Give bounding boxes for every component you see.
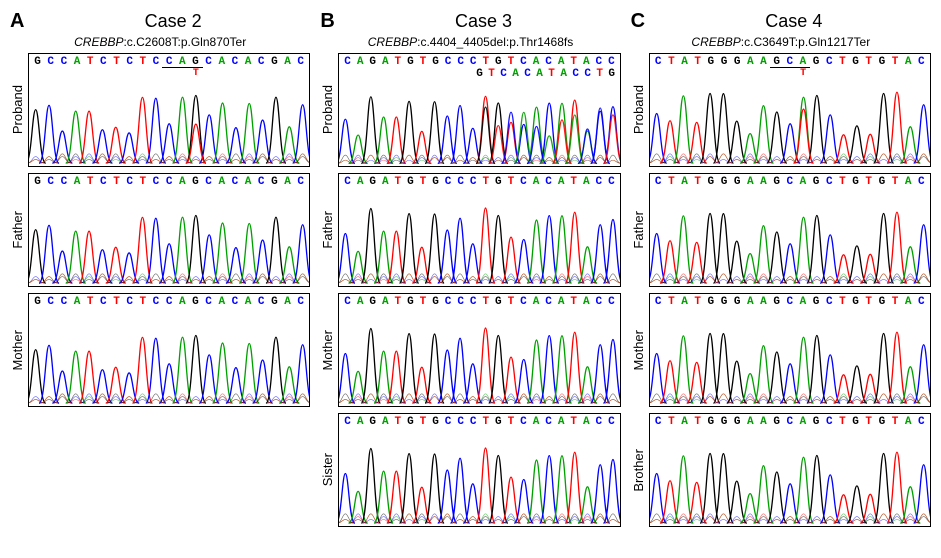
row-label: Father (320, 211, 338, 249)
chromatogram (339, 82, 619, 166)
trace-row-proband: ProbandCAGATGTGCCCTGTCACATACC GTCACATACC… (320, 53, 620, 167)
trace-row-proband: ProbandCTATGGGAAGCAGCTGTGTACT (631, 53, 931, 167)
sequence-line: GTCACATACCTG (339, 68, 619, 80)
trace-row-father: Father CTATGGGAAGCAGCTGTGTAC (631, 173, 931, 287)
sequence-line: CAGATGTGCCCTGTCACATACC (339, 56, 619, 68)
chromatogram (29, 312, 309, 406)
trace-row-father: Father GCCATCTCTCCAGCACACGAC (10, 173, 310, 287)
sequence-line: CAGATGTGCCCTGTCACATACC (339, 176, 619, 188)
sequence-line: CAGATGTGCCCTGTCACATACC (339, 416, 619, 428)
panel-letter: C (631, 10, 657, 33)
chromatogram-box: CAGATGTGCCCTGTCACATACC (338, 173, 620, 287)
panel-B: BCase 3 CREBBP:c.4404_4405del:p.Thr1468fs… (320, 10, 620, 533)
chromatogram-box: GCCATCTCTCCAGCACACGAC (28, 293, 310, 407)
chromatogram (650, 72, 930, 166)
row-label: Proband (631, 85, 649, 134)
sequence-line: CTATGGGAAGCAGCTGTGTAC (650, 416, 930, 428)
trace-row-mother: Mother GCCATCTCTCCAGCACACGAC (10, 293, 310, 407)
row-label: Father (631, 211, 649, 249)
sequence-line: GCCATCTCTCCAGCACACGAC (29, 176, 309, 188)
trace-row-proband: ProbandGCCATCTCTCCAGCACACGACT (10, 53, 310, 167)
trace-row-mother: Mother CTATGGGAAGCAGCTGTGTAC (631, 293, 931, 407)
sequence-line: CTATGGGAAGCAGCTGTGTAC (650, 296, 930, 308)
chromatogram-box: GCCATCTCTCCAGCACACGACT (28, 53, 310, 167)
panel-A: ACase 2 CREBBP:c.C2608T:p.Gln870Ter Proban… (10, 10, 310, 533)
trace-row-sister: Sister CAGATGTGCCCTGTCACATACC (320, 413, 620, 527)
row-label: Father (10, 211, 28, 249)
row-label: Mother (320, 330, 338, 370)
panel-C: CCase 4 CREBBP:c.C3649T:p.Gln1217Ter Proba… (631, 10, 931, 533)
chromatogram-box: CTATGGGAAGCAGCTGTGTAC (649, 173, 931, 287)
trace-row-father: Father CAGATGTGCCCTGTCACATACC (320, 173, 620, 287)
chromatogram (650, 312, 930, 406)
chromatogram-box: CAGATGTGCCCTGTCACATACC (338, 293, 620, 407)
chromatogram (339, 312, 619, 406)
panel-title: Case 4 (657, 11, 931, 32)
chromatogram (29, 72, 309, 166)
panel-letter: B (320, 10, 346, 33)
panel-title: Case 2 (36, 11, 310, 32)
sequence-line: CTATGGGAAGCAGCTGTGTAC (650, 176, 930, 188)
chromatogram-box: GCCATCTCTCCAGCACACGAC (28, 173, 310, 287)
panel-header: BCase 3 (320, 10, 620, 33)
variant-label: CREBBP:c.C3649T:p.Gln1217Ter (631, 35, 931, 49)
panel-letter: A (10, 10, 36, 33)
sequence-line: CAGATGTGCCCTGTCACATACC (339, 296, 619, 308)
figure-root: ACase 2 CREBBP:c.C2608T:p.Gln870Ter Proban… (10, 10, 931, 533)
chromatogram-box: CAGATGTGCCCTGTCACATACC (338, 413, 620, 527)
row-label: Proband (320, 85, 338, 134)
row-label: Brother (631, 449, 649, 492)
panel-header: CCase 4 (631, 10, 931, 33)
row-label: Mother (631, 330, 649, 370)
chromatogram-box: CAGATGTGCCCTGTCACATACC GTCACATACCTG (338, 53, 620, 167)
trace-row-mother: Mother CAGATGTGCCCTGTCACATACC (320, 293, 620, 407)
chromatogram (339, 192, 619, 286)
chromatogram (650, 192, 930, 286)
panel-header: ACase 2 (10, 10, 310, 33)
trace-row-brother: Brother CTATGGGAAGCAGCTGTGTAC (631, 413, 931, 527)
sequence-line: GCCATCTCTCCAGCACACGAC (29, 296, 309, 308)
variant-label: CREBBP:c.4404_4405del:p.Thr1468fs (320, 35, 620, 49)
chromatogram-box: CTATGGGAAGCAGCTGTGTAC (649, 293, 931, 407)
row-label: Sister (320, 453, 338, 486)
chromatogram (29, 192, 309, 286)
row-label: Proband (10, 85, 28, 134)
panel-title: Case 3 (346, 11, 620, 32)
chromatogram (650, 432, 930, 526)
variant-label: CREBBP:c.C2608T:p.Gln870Ter (10, 35, 310, 49)
chromatogram-box: CTATGGGAAGCAGCTGTGTAC (649, 413, 931, 527)
chromatogram-box: CTATGGGAAGCAGCTGTGTACT (649, 53, 931, 167)
chromatogram (339, 432, 619, 526)
row-label: Mother (10, 330, 28, 370)
